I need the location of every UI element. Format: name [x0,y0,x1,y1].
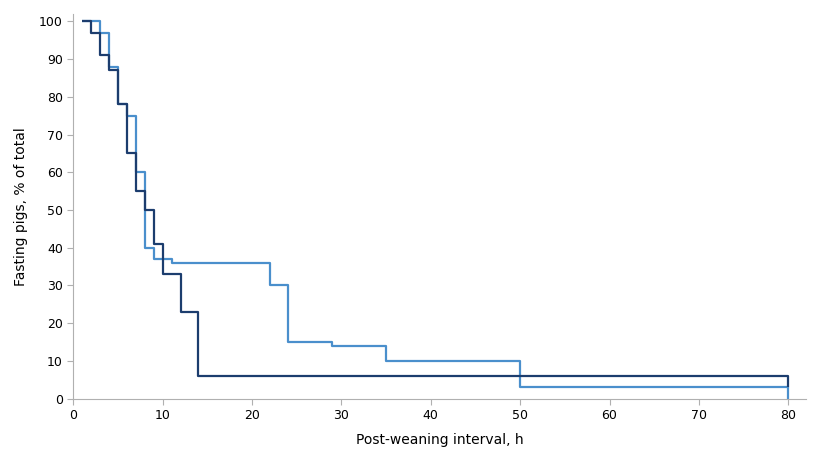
X-axis label: Post-weaning interval, h: Post-weaning interval, h [355,433,523,447]
Y-axis label: Fasting pigs, % of total: Fasting pigs, % of total [14,127,28,286]
